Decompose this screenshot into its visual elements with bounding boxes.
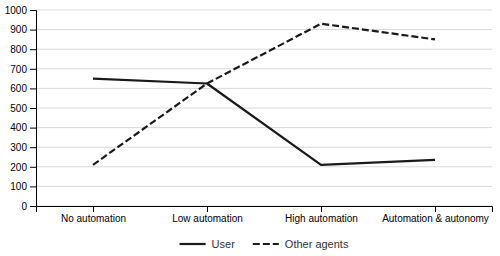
y-tick-label: 700: [10, 64, 27, 75]
y-tick-label: 900: [10, 24, 27, 35]
lines: [93, 24, 435, 165]
grid-line: [36, 68, 492, 69]
y-tick-label: 500: [10, 103, 27, 114]
y-tick-label: 1000: [5, 5, 28, 16]
y-tick-label: 600: [10, 83, 27, 94]
x-tick-label: High automation: [285, 213, 358, 224]
y-tick-mark: [30, 88, 36, 89]
y-tick: 700: [10, 64, 36, 75]
legend: User Other agents: [180, 238, 349, 250]
grid-line: [36, 108, 492, 109]
x-tick-mark: [207, 206, 208, 212]
plot: 0 100 200 300 400 500 600 700 800 900 1000 No autom…: [5, 5, 493, 224]
legend-item: User: [180, 238, 236, 250]
y-tick: 600: [10, 83, 36, 94]
series-line: [93, 79, 435, 165]
y-tick-mark: [30, 108, 36, 109]
legend-item: Other agents: [253, 238, 349, 250]
y-tick: 500: [10, 103, 36, 114]
y-tick: 200: [10, 162, 36, 173]
y-tick: 100: [10, 181, 36, 192]
y-tick-mark: [30, 167, 36, 168]
y-tick-label: 200: [10, 162, 27, 173]
y-tick-mark: [30, 49, 36, 50]
y-tick-mark: [30, 206, 36, 207]
x-tick: No automation: [61, 206, 126, 224]
legend-swatch: [253, 243, 279, 245]
y-tick: 800: [10, 44, 36, 55]
legend-swatch: [180, 243, 206, 245]
y-tick-label: 100: [10, 181, 27, 192]
y-tick-mark: [30, 30, 36, 31]
grid-line: [36, 147, 492, 148]
x-tick: Automation & autonomy: [382, 206, 489, 224]
grid-line: [36, 186, 492, 187]
legend-label: Other agents: [285, 238, 349, 250]
x-tick-label: No automation: [61, 213, 126, 224]
x-tick-mark: [93, 206, 94, 212]
grid-line: [36, 29, 492, 30]
y-tick-label: 400: [10, 122, 27, 133]
grid-line: [36, 10, 492, 11]
legend-label: User: [212, 238, 236, 250]
y-tick-mark: [30, 69, 36, 70]
x-tick-mark: [435, 206, 436, 212]
x-axis-line: [37, 207, 493, 213]
x-tick-label: Low automation: [172, 213, 243, 224]
y-tick: 0: [21, 201, 36, 212]
y-tick-mark: [30, 10, 36, 11]
y-tick: 300: [10, 142, 36, 153]
y-axis-line: [30, 11, 37, 207]
grid: [36, 10, 492, 206]
y-tick-mark: [30, 147, 36, 148]
series-line: [93, 24, 435, 165]
y-tick-mark: [30, 128, 36, 129]
y-tick-label: 0: [21, 201, 27, 212]
x-axis: No automation Low automation High automati…: [37, 206, 493, 224]
chart: 0 100 200 300 400 500 600 700 800 900 1000 No autom…: [0, 0, 500, 256]
grid-line: [36, 88, 492, 89]
y-tick-mark: [30, 186, 36, 187]
grid-line: [36, 166, 492, 167]
y-tick-label: 800: [10, 44, 27, 55]
y-tick: 900: [10, 24, 36, 35]
grid-line: [36, 49, 492, 50]
y-axis: 0 100 200 300 400 500 600 700 800 900 1000: [5, 5, 37, 212]
y-tick: 400: [10, 122, 36, 133]
y-tick: 1000: [5, 5, 36, 16]
x-tick-label: Automation & autonomy: [382, 213, 489, 224]
grid-line: [36, 127, 492, 128]
x-tick-mark: [321, 206, 322, 212]
y-tick-label: 300: [10, 142, 27, 153]
x-tick: Low automation: [172, 206, 243, 224]
x-tick: High automation: [285, 206, 358, 224]
